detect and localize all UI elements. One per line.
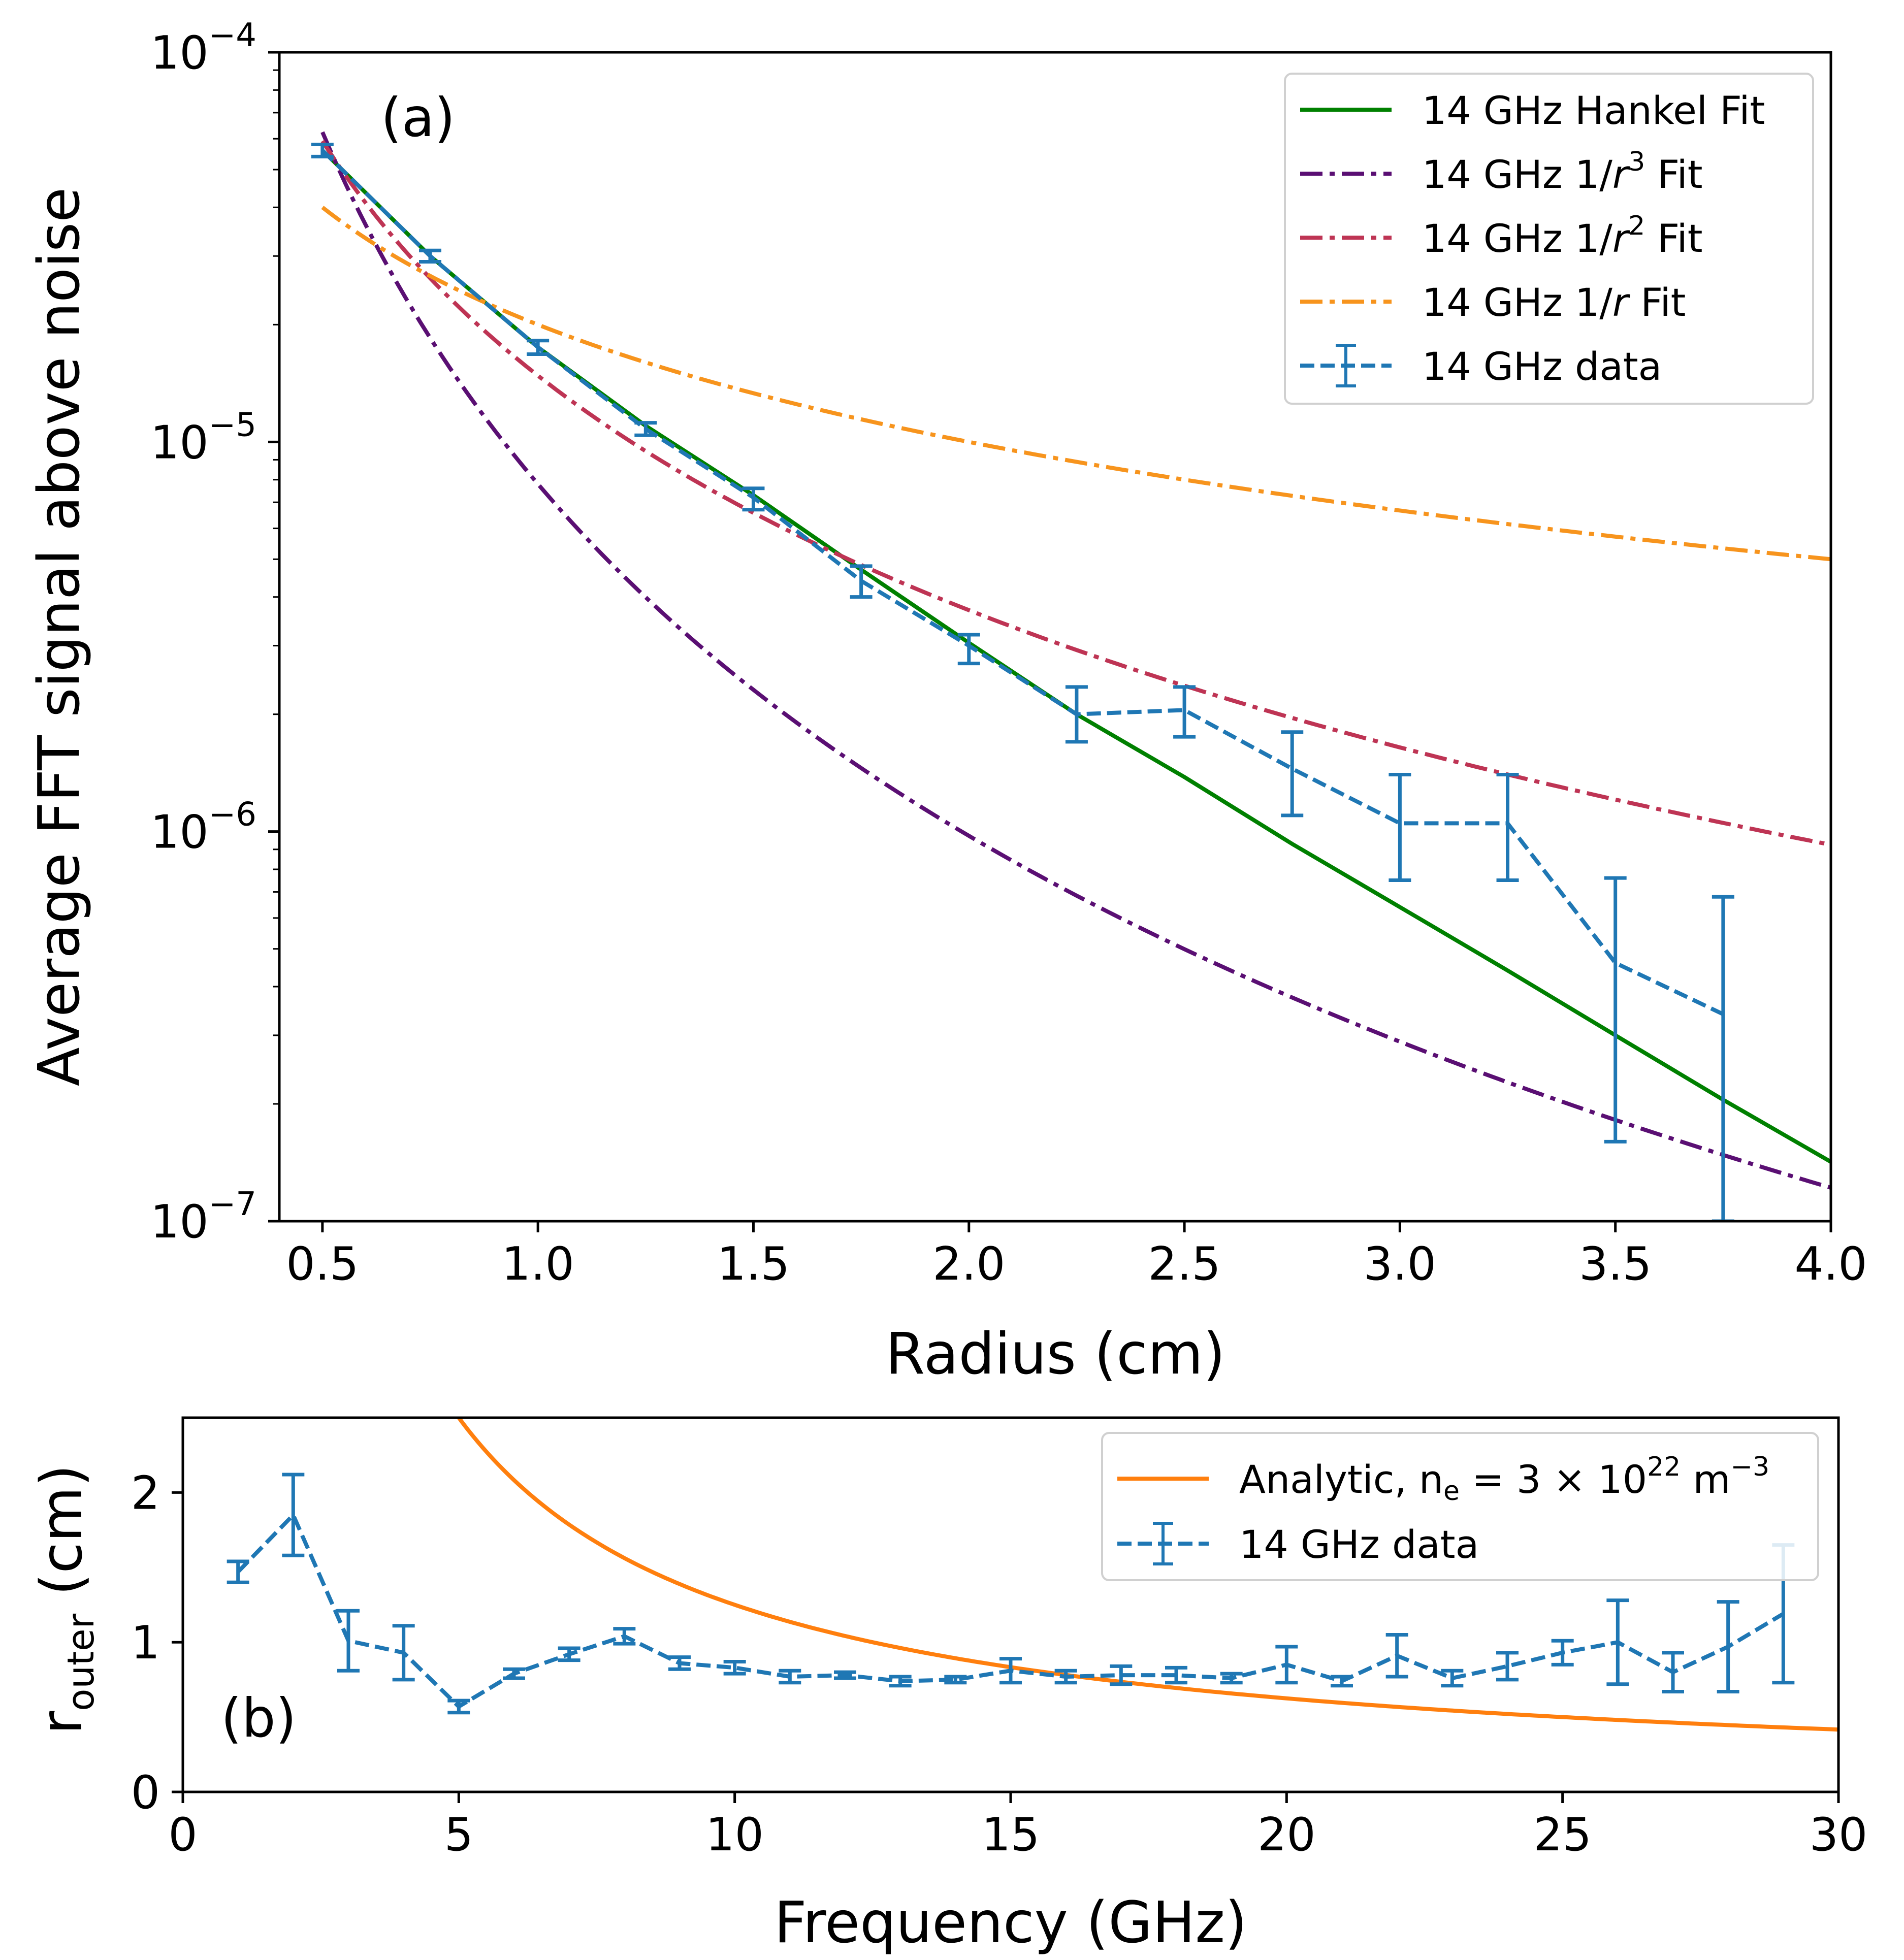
panel-a-y-ticks: 10−4 10−5 10−6 10−7 [150,17,279,1249]
panel-a-errorbar [1604,876,1627,1144]
panel-a-x-tick-label: 1.5 [717,1237,790,1291]
panel-a-series-2-line [320,140,1831,847]
panel-a-errorbar [850,564,873,599]
panel-a-errorbar [311,143,334,158]
panel-b-errorbar [1110,1664,1133,1686]
panel-b-x-axis-title: Frequency (GHz) [774,1890,1247,1956]
panel-b-x-tick-label: 15 [982,1808,1040,1861]
panel-b-errorbar [1385,1632,1408,1679]
panel-b-x-tick-label: 20 [1257,1808,1316,1861]
panel-b-x-tick-label: 0 [168,1808,197,1861]
panel-b-errorbar [1496,1651,1519,1682]
panel-b: 0 5 10 15 20 25 30 0 1 2 (b) Frequency (GHz) rou… [29,1416,1867,1956]
panel-b-y-tick-label: 2 [131,1466,160,1520]
panel-a-errorbar [1389,773,1411,883]
panel-b-errorbar [282,1473,305,1557]
panel-a-y-tick-label: 10−4 [150,17,256,80]
panel-a-x-tick-label: 4.0 [1794,1237,1867,1291]
panel-a-x-ticks: 0.5 1.0 1.5 2.0 2.5 3.0 3.5 4.0 [286,1221,1867,1291]
panel-b-errorbar [1331,1675,1353,1688]
panel-b-legend: Analytic, ne = 3 × 1022 m−3 14 GHz data [1101,1432,1819,1581]
panel-a-y-axis-title: Average FFT signal above noise [26,187,92,1086]
legend-a-data-swatch [1300,344,1392,387]
panel-b-errorbar [1606,1598,1629,1686]
panel-b-series-0-line [456,1418,1838,1732]
panel-b-y-axis-title: router (cm) [29,1464,102,1735]
panel-b-series [227,1418,1838,1732]
panel-b-errorbar [1717,1600,1739,1693]
panel-b-errorbar [779,1669,801,1685]
panel-b-x-ticks: 0 5 10 15 20 25 30 [168,1792,1867,1861]
panel-a-errorbar [1173,685,1196,739]
panel-a-frame [278,51,1832,1223]
panel-b-errorbar [1220,1672,1243,1685]
legend-b-data-swatch [1117,1522,1209,1565]
panel-b-y-tick-label: 0 [131,1766,160,1819]
panel-b-x-tick-label: 5 [444,1808,473,1861]
legend-a-r3-label: 14 GHz 1/r3 Fit [1422,147,1703,197]
panel-a-y-tick-label: 10−6 [150,796,256,859]
panel-a-x-tick-label: 3.5 [1579,1237,1652,1291]
panel-b-errorbar [723,1660,746,1676]
panel-b-errorbar [392,1624,415,1682]
panel-b-errorbar [834,1670,856,1680]
panel-b-x-tick-label: 30 [1810,1808,1868,1861]
panel-b-y-tick-label: 1 [131,1616,160,1670]
panel-a-series-1-line [320,131,1831,1190]
legend-a-hankel-label: 14 GHz Hankel Fit [1422,88,1765,133]
panel-b-errorbar [1441,1669,1464,1688]
panel-a-y-tick-label: 10−7 [150,1186,256,1249]
legend-b-analytic-label: Analytic, ne = 3 × 1022 m−3 [1239,1452,1769,1507]
panel-a-errorbar [957,633,980,666]
panel-a-errorbar [1496,773,1519,883]
legend-a-r1-label: 14 GHz 1/r Fit [1422,280,1686,325]
panel-b-errorbar [227,1559,249,1584]
panel-b-errorbar [944,1675,967,1685]
panel-a-legend-box [1284,73,1814,405]
panel-b-errorbar [1275,1645,1298,1685]
panel-a-series-4-line [321,149,1724,1016]
panel-a-errorbar [634,421,657,437]
panel-a-legend: 14 GHz Hankel Fit 14 GHz 1/r3 Fit 14 GHz… [1284,73,1814,405]
panel-a-x-tick-label: 1.0 [502,1237,574,1291]
panel-a-series [311,131,1831,1221]
panel-b-errorbar [668,1655,691,1671]
panel-b-errorbar [558,1646,580,1662]
panel-b-errorbar [447,1698,470,1715]
panel-a-x-tick-label: 3.0 [1364,1237,1436,1291]
panel-a-series-3-line [321,206,1831,562]
panel-a-y-tick-label: 10−5 [150,406,256,469]
panel-b-errorbar [999,1657,1022,1685]
panel-b-errorbar [889,1675,912,1688]
panel-b-errorbar [337,1609,360,1673]
panel-b-y-ticks: 0 1 2 [131,1466,183,1819]
panel-b-errorbar [503,1667,525,1680]
legend-b-data-label: 14 GHz data [1239,1522,1479,1567]
panel-b-label: (b) [221,1687,297,1749]
panel-a-x-tick-label: 2.0 [932,1237,1005,1291]
panel-b-x-tick-label: 10 [705,1808,764,1861]
panel-b-errorbar [1165,1665,1187,1685]
panel-b-x-tick-label: 25 [1533,1808,1592,1861]
legend-a-data-label: 14 GHz data [1422,344,1662,389]
panel-a-errorbar [1281,730,1304,818]
panel-a-x-axis-title: Radius (cm) [885,1321,1225,1387]
panel-b-errorbar [1662,1651,1684,1693]
panel-b-errorbar [613,1627,636,1646]
panel-b-errorbar [1551,1639,1574,1667]
panel-a-x-tick-label: 2.5 [1148,1237,1221,1291]
panel-a-x-tick-label: 0.5 [286,1237,359,1291]
panel-a-errorbar [419,248,442,264]
panel-a-errorbar [527,339,550,356]
panel-b-errorbar [1054,1669,1077,1685]
panel-a-errorbar [1712,895,1734,1221]
panel-a-label: (a) [381,87,455,149]
panel-a: 0.5 1.0 1.5 2.0 2.5 3.0 3.5 4.0 10−410−510−610−… [26,17,1867,1387]
panel-a-errorbar [742,486,765,512]
legend-a-r2-label: 14 GHz 1/r2 Fit [1422,211,1703,261]
panel-a-errorbar [1065,685,1088,744]
panel-b-legend-box [1101,1432,1819,1581]
